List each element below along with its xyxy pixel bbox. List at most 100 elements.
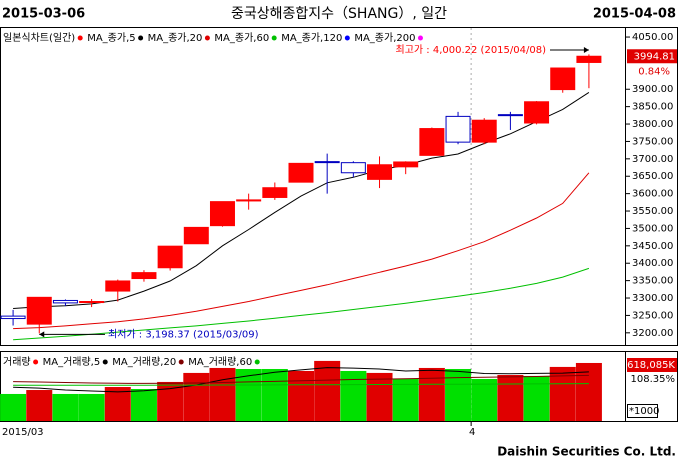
volume-unit-label: *1000: [629, 406, 659, 417]
volume-bar: [418, 367, 445, 421]
candle-body: [157, 245, 183, 269]
y-tick-label: 3600.00: [632, 189, 673, 200]
candle-body: [262, 187, 288, 198]
y-tick-label: 3450.00: [632, 241, 673, 252]
change-label: 0.84%: [638, 66, 670, 77]
legend-marker: [178, 359, 184, 365]
legend-label: MA_거래량,20: [112, 356, 176, 368]
candle-body: [576, 55, 602, 63]
candle-body: [26, 296, 52, 325]
volume-bar: [209, 367, 236, 421]
ma-line: [13, 172, 590, 330]
legend-label: MA_종가,60: [214, 32, 269, 44]
volume-bar: [183, 372, 210, 421]
volume-bar: [366, 372, 393, 421]
legend-marker: [271, 35, 277, 41]
legend-label: 일본식차트(일간): [3, 32, 75, 44]
y-tick-label: 3700.00: [632, 154, 673, 165]
candle-body: [445, 115, 471, 143]
footer: Daishin Securities Co. Ltd.: [497, 445, 676, 459]
legend-label: MA_종가,20: [148, 32, 203, 44]
volume-ratio-label: 108.35%: [631, 374, 676, 385]
chart-title: 중국상해종합지수（SHANG）, 일간: [231, 6, 447, 22]
y-tick-label: 3800.00: [632, 119, 673, 130]
volume-bar: [104, 387, 131, 421]
x-tick-label: 4: [469, 427, 475, 438]
unit-box: [627, 404, 658, 418]
x-tick-label: 2015/03: [2, 427, 44, 438]
volume-bar: [340, 370, 367, 421]
legend-marker: [254, 359, 260, 365]
volume-bar: [78, 393, 105, 421]
legend-marker: [77, 35, 83, 41]
legend-label: 거래량: [3, 356, 31, 368]
ma-line: [13, 367, 589, 393]
volume-bar: [314, 360, 341, 421]
y-tick-label: 3350.00: [632, 276, 673, 287]
ma-line: [13, 267, 590, 341]
candle-body: [105, 280, 131, 292]
y-tick-label: 3650.00: [632, 171, 673, 182]
candle-body: [497, 114, 523, 117]
low-annotation: 최저가 : 3,198.37 (2015/03/09): [108, 328, 259, 340]
y-tick-label: 3500.00: [632, 223, 673, 234]
y-tick-label: 3250.00: [632, 310, 673, 321]
high-annotation: 최고가 : 4,000.22 (2015/04/08): [396, 44, 547, 56]
volume-last-label: 618,085K: [627, 360, 675, 371]
y-tick-label: 3850.00: [632, 102, 673, 113]
volume-bar: [523, 375, 550, 421]
candle-body: [209, 201, 235, 227]
legend-label: MA_종가,200: [354, 32, 415, 44]
legend-label: MA_거래량,5: [43, 356, 101, 368]
candle-body: [0, 315, 26, 320]
y-tick-label: 3550.00: [632, 206, 673, 217]
volume-bar: [0, 393, 27, 421]
y-tick-label: 3300.00: [632, 293, 673, 304]
volume-bar: [471, 378, 498, 421]
last-price-label: 3994.81: [634, 51, 675, 62]
legend-label: MA_종가,5: [87, 32, 135, 44]
candle-body: [550, 67, 576, 91]
candle-body: [131, 272, 157, 280]
volume-bar: [130, 388, 157, 421]
y-tick-label: 3200.00: [632, 328, 673, 339]
ma-line: [13, 383, 589, 386]
arrow-head: [583, 47, 589, 53]
candle-body: [314, 161, 340, 164]
candle-body: [183, 226, 209, 245]
volume-bar: [261, 368, 288, 421]
candle-body: [393, 161, 419, 168]
volume-bar: [235, 368, 262, 421]
candle-body: [340, 162, 366, 174]
y-tick-label: 4050.00: [632, 32, 673, 43]
volume-bar: [445, 368, 472, 421]
legend-marker: [33, 359, 39, 365]
legend-marker: [417, 35, 423, 41]
date-start: 2015-03-06: [2, 7, 85, 22]
y-tick-label: 3400.00: [632, 258, 673, 269]
legend-label: MA_종가,120: [281, 32, 342, 44]
y-tick-label: 3750.00: [632, 136, 673, 147]
ma-line: [13, 374, 589, 384]
candle-body: [236, 199, 262, 202]
legend-marker: [344, 35, 350, 41]
candle-body: [419, 128, 445, 156]
legend-label: MA_거래량,60: [188, 356, 252, 368]
candle-body: [524, 101, 550, 124]
volume-bar: [392, 378, 419, 421]
legend-marker: [102, 359, 108, 365]
candle-body: [52, 299, 78, 304]
volume-bar: [575, 362, 602, 421]
candle-body: [79, 301, 105, 304]
volume-bar: [288, 370, 314, 421]
volume-bar: [497, 375, 524, 421]
volume-bar: [26, 390, 53, 421]
candle-body: [288, 162, 314, 183]
volume-bar: [52, 393, 79, 421]
y-tick-label: 3900.00: [632, 84, 673, 95]
arrow-head: [39, 331, 45, 338]
candle-body: [471, 119, 497, 143]
legend-marker: [204, 35, 210, 41]
volume-bar: [549, 366, 576, 421]
